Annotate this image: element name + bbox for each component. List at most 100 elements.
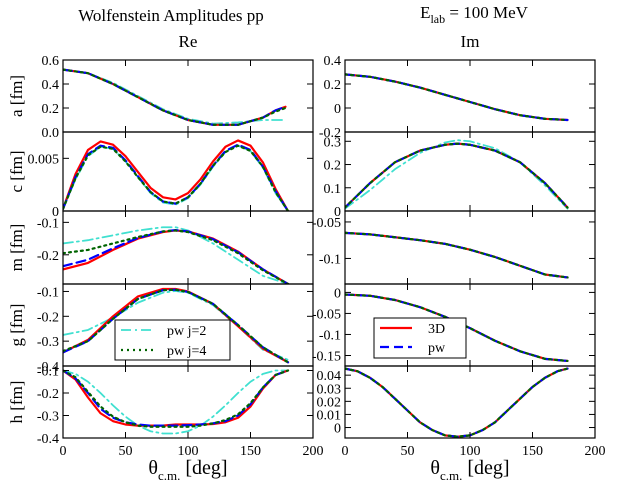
series-pw-j-2 — [345, 367, 569, 438]
series-group — [345, 367, 569, 438]
legend-left-label-0: pw j=2 — [167, 324, 206, 339]
column-title-im: Im — [461, 32, 480, 51]
legend-left: pw j=2 pw j=4 — [114, 319, 231, 361]
series-3d — [345, 367, 569, 438]
series-pw-j-4 — [345, 142, 569, 209]
series-pw-j-4 — [63, 288, 290, 364]
y-tick-label: -0.2 — [319, 126, 341, 141]
panel-frame — [344, 210, 596, 285]
legend-left-label-1: pw j=4 — [167, 344, 206, 359]
series-pw-j-2 — [63, 68, 287, 125]
x-tick-label: 100 — [460, 444, 481, 459]
x-axis-labels: θc.m. [deg] θc.m. [deg] — [148, 457, 509, 483]
y-tick-label: 0.2 — [324, 159, 342, 174]
panels: 0.00.20.40.6-0.200.20.4a [fm]00.00500.10… — [7, 54, 606, 459]
y-tick-label: 0.03 — [317, 382, 342, 397]
y-tick-label: -0.05 — [312, 307, 341, 322]
panel-frame — [62, 59, 314, 133]
y-tick-label: 0.1 — [324, 182, 342, 197]
series-pw-j-4 — [345, 231, 569, 279]
series-3d — [63, 139, 290, 211]
panel-a-re: 0.0 0.2 0.4 0.6 — [42, 54, 314, 141]
xlabel-right: θc.m. [deg] — [430, 457, 509, 483]
series-pw-j-4 — [345, 367, 569, 438]
y-tick-label: 0.01 — [317, 408, 342, 423]
xlabel-left: θc.m. [deg] — [148, 457, 227, 483]
y-tick-label: 0 — [334, 102, 341, 117]
y-tick-label: -0.1 — [319, 252, 341, 267]
column-title-re: Re — [179, 32, 198, 51]
row-label-c: c [fm] — [7, 150, 26, 192]
x-tick-label: 0 — [342, 444, 349, 459]
panel-h-im: 00.010.020.030.040 50 100 150 200 — [317, 365, 606, 459]
series-pw-j-4 — [345, 73, 569, 122]
y-tick-label: -0.3 — [37, 410, 59, 425]
series-pw-j-4 — [63, 229, 290, 284]
series-pw — [63, 68, 287, 126]
y-tick-label: 0 — [334, 286, 341, 301]
row-label-a: a [fm] — [7, 75, 26, 117]
xlabel-left-main: θ — [148, 457, 158, 479]
panel-m-im: -0.1 -0.05 — [312, 210, 596, 285]
legend-right-label-0: 3D — [428, 322, 445, 337]
series-group — [345, 139, 569, 210]
title-right-main: E — [420, 3, 430, 22]
series-group — [63, 287, 290, 364]
series-3d — [63, 369, 290, 427]
panel-m-re: -0.2 -0.1 — [37, 210, 314, 285]
x-tick-label: 50 — [401, 444, 415, 459]
y-tick-label: -0.05 — [312, 216, 341, 231]
legend-right-label-1: pw — [428, 341, 446, 356]
series-pw — [63, 369, 290, 427]
y-tick-label: -0.1 — [319, 328, 341, 343]
panel-a-im: -0.2 0 0.2 0.4 — [319, 54, 596, 141]
y-tick-label: 0.4 — [324, 54, 342, 69]
y-tick-label: -0.1 — [37, 216, 59, 231]
x-tick-label: 100 — [178, 444, 199, 459]
series-pw — [345, 367, 569, 438]
panel-c-im: 0 0.1 0.2 0.3 — [324, 131, 596, 220]
series-pw-j-4 — [63, 369, 290, 428]
y-tick-label: -0.1 — [37, 285, 59, 300]
y-tick-label: -0.2 — [37, 249, 59, 264]
series-pw-j-4 — [63, 68, 287, 126]
row-label-m: m [fm] — [7, 224, 26, 272]
xlabel-left-rest: [deg] — [180, 457, 227, 479]
y-tick-label: 0.4 — [42, 78, 60, 93]
legend-right: 3D pw — [373, 317, 467, 359]
y-tick-label: 0.005 — [28, 152, 60, 167]
series-group — [63, 68, 287, 126]
xlabel-left-sub: c.m. — [158, 468, 180, 483]
y-tick-label: 0.6 — [42, 54, 60, 69]
y-tick-label: -0.4 — [37, 360, 59, 375]
xlabel-right-sub: c.m. — [440, 468, 462, 483]
x-tick-label: 50 — [119, 444, 133, 459]
series-group — [63, 139, 290, 211]
series-group — [63, 369, 290, 435]
x-tick-label: 200 — [585, 444, 606, 459]
x-tick-label: 200 — [303, 444, 324, 459]
y-tick-label: -0.2 — [37, 387, 59, 402]
y-tick-label: -0.2 — [37, 310, 59, 325]
y-tick-label: -0.4 — [37, 432, 59, 447]
y-tick-label: 0.2 — [324, 78, 342, 93]
panel-h-re: -0.4 -0.3 -0.2 -0.1 0 50 100 150 200 — [37, 365, 324, 460]
y-tick-label: 0.02 — [317, 395, 342, 410]
panel-c-re: 0 0.005 — [28, 131, 314, 220]
series-pw-j-2 — [63, 226, 289, 284]
y-tick-label: -0.15 — [312, 349, 341, 364]
y-tick-label: 0.04 — [317, 369, 342, 384]
title-right-rest: = 100 MeV — [445, 3, 528, 22]
legend-left-box — [114, 319, 231, 361]
x-tick-label: 150 — [522, 444, 543, 459]
series-group — [345, 231, 569, 279]
y-tick-label: 0 — [334, 205, 341, 220]
x-tick-label: 150 — [240, 444, 261, 459]
y-tick-label: -0.3 — [37, 335, 59, 350]
y-tick-label: -0.1 — [37, 365, 59, 380]
row-label-h: h [fm] — [7, 381, 26, 424]
title-right: Elab = 100 MeV — [420, 3, 529, 26]
series-pw-j-2 — [345, 139, 569, 210]
series-pw-j-2 — [63, 369, 289, 435]
